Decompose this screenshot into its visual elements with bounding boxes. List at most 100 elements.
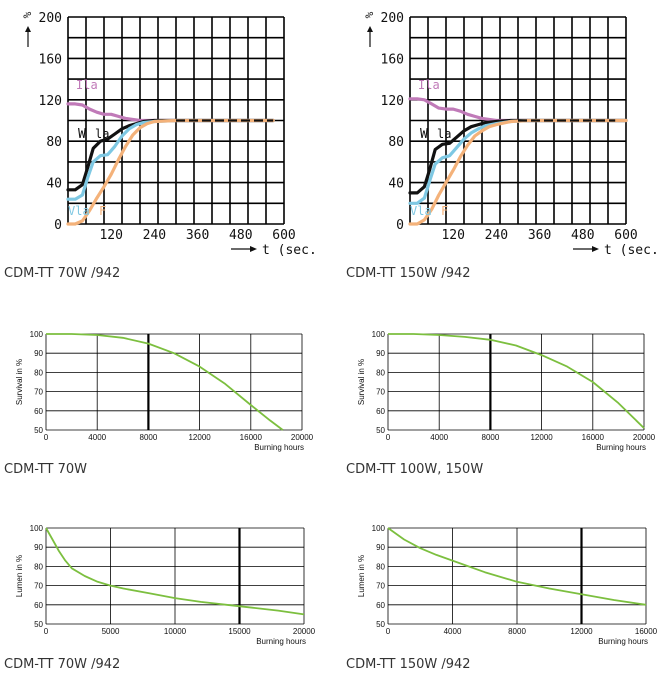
chart-survival-150: 50 60 70 80 90 100 0 4000 8000 12000 16000 20000Bur… (357, 330, 656, 452)
x-tick-label: 8000 (508, 627, 526, 636)
x-axis-arrowhead (592, 246, 599, 252)
x-axis-arrowhead (250, 246, 257, 252)
x-tick-label: 12000 (530, 433, 553, 442)
caption-lumen-70w: CDM-TT 70W /942 (4, 657, 121, 672)
label-f: F (99, 204, 106, 218)
y-tick-label: 70 (34, 388, 43, 397)
x-tick-label: 360 (186, 228, 209, 243)
label-w-la: la (95, 127, 109, 141)
y-tick-label: 90 (34, 543, 43, 552)
chart-lumen-150: 50 60 70 80 90 100 0 4000 8000 12000 16000Burning … (357, 524, 658, 646)
x-tick-label: 4000 (88, 433, 106, 442)
label-w: W (78, 127, 86, 142)
y-tick-label: 60 (376, 601, 385, 610)
x-tick-label: 5000 (102, 627, 120, 636)
x-axis-label: Burning hours (254, 443, 304, 452)
series-f (408, 118, 628, 226)
y-axis-label: Lumen in % (15, 555, 24, 597)
y-tick-label: 0 (396, 218, 404, 233)
x-tick-label: 12000 (570, 627, 593, 636)
y-tick-label: 60 (376, 407, 385, 416)
x-tick-label: 4000 (430, 433, 448, 442)
series-line (388, 333, 645, 429)
y-axis-label: % (21, 11, 34, 18)
x-axis-label: t (sec. (604, 243, 659, 258)
x-tick-label: 600 (614, 228, 637, 243)
chart-runup-150: 0 40 80 120 160 200 120 240 360 480 600% t (sec. Ila… (363, 11, 659, 258)
y-tick-label: 70 (376, 388, 385, 397)
label-vla: Vla (68, 204, 90, 218)
y-tick-label: 70 (376, 582, 385, 591)
y-tick-label: 50 (376, 426, 385, 435)
x-tick-label: 16000 (582, 433, 605, 442)
x-tick-label: 20000 (633, 433, 656, 442)
x-axis-label: Burning hours (256, 637, 306, 646)
label-w: W (420, 127, 428, 142)
x-tick-label: 360 (528, 228, 551, 243)
x-tick-label: 8000 (140, 433, 158, 442)
y-tick-label: 80 (388, 135, 404, 150)
x-tick-label: 240 (143, 228, 166, 243)
x-tick-label: 10000 (164, 627, 187, 636)
y-tick-label: 100 (30, 330, 44, 339)
y-tick-label: 80 (46, 135, 62, 150)
y-tick-label: 50 (34, 620, 43, 629)
y-axis-arrowhead (367, 26, 373, 32)
y-tick-label: 90 (376, 349, 385, 358)
y-tick-label: 200 (39, 11, 62, 26)
y-tick-label: 40 (46, 177, 62, 192)
y-tick-label: 60 (34, 601, 43, 610)
x-tick-label: 20000 (291, 433, 314, 442)
y-tick-label: 40 (388, 177, 404, 192)
x-tick-label: 120 (441, 228, 464, 243)
y-axis-label: Survival in % (15, 359, 24, 405)
x-tick-label: 8000 (482, 433, 500, 442)
y-tick-label: 120 (39, 94, 62, 109)
series-f (66, 118, 275, 226)
caption-runup-150w: CDM-TT 150W /942 (346, 266, 471, 281)
y-tick-label: 120 (381, 94, 404, 109)
y-tick-label: 0 (54, 218, 62, 233)
y-tick-label: 160 (39, 52, 62, 67)
x-tick-label: 0 (44, 627, 49, 636)
x-axis-label: Burning hours (596, 443, 646, 452)
caption-survival-100-150w: CDM-TT 100W, 150W (346, 462, 484, 477)
label-ila: Ila (76, 78, 98, 92)
y-tick-label: 160 (381, 52, 404, 67)
chart-survival-70: 50 60 70 80 90 100 0 4000 8000 12000 16000 20000Bur… (15, 330, 314, 452)
x-tick-label: 480 (229, 228, 252, 243)
y-tick-label: 80 (376, 562, 385, 571)
y-tick-label: 80 (34, 562, 43, 571)
x-axis-label: t (sec. (262, 243, 317, 258)
series-ila (66, 102, 275, 123)
y-tick-label: 90 (376, 543, 385, 552)
chart-lumen-70: 50 60 70 80 90 100 0 5000 10000 15000 20000Burning… (15, 524, 316, 646)
y-tick-label: 100 (372, 524, 386, 533)
label-f: F (441, 204, 448, 218)
x-tick-label: 120 (99, 228, 122, 243)
y-tick-label: 80 (376, 368, 385, 377)
x-tick-label: 15000 (228, 627, 251, 636)
x-tick-label: 240 (485, 228, 508, 243)
series-line (45, 527, 305, 616)
caption-survival-70w: CDM-TT 70W (4, 462, 87, 477)
x-tick-label: 16000 (240, 433, 263, 442)
y-tick-label: 100 (372, 330, 386, 339)
y-tick-label: 90 (34, 349, 43, 358)
x-tick-label: 0 (44, 433, 49, 442)
x-tick-label: 600 (272, 228, 295, 243)
y-tick-label: 200 (381, 11, 404, 26)
y-axis-label: Survival in % (357, 359, 366, 405)
y-axis-label: % (363, 11, 376, 18)
y-tick-label: 80 (34, 368, 43, 377)
x-axis-label: Burning hours (598, 637, 648, 646)
x-tick-label: 0 (386, 627, 391, 636)
y-axis-arrowhead (25, 26, 31, 32)
y-tick-label: 50 (34, 426, 43, 435)
y-tick-label: 100 (30, 524, 44, 533)
y-tick-label: 60 (34, 407, 43, 416)
x-tick-label: 4000 (444, 627, 462, 636)
y-tick-label: 50 (376, 620, 385, 629)
label-ila: Ila (418, 78, 440, 92)
